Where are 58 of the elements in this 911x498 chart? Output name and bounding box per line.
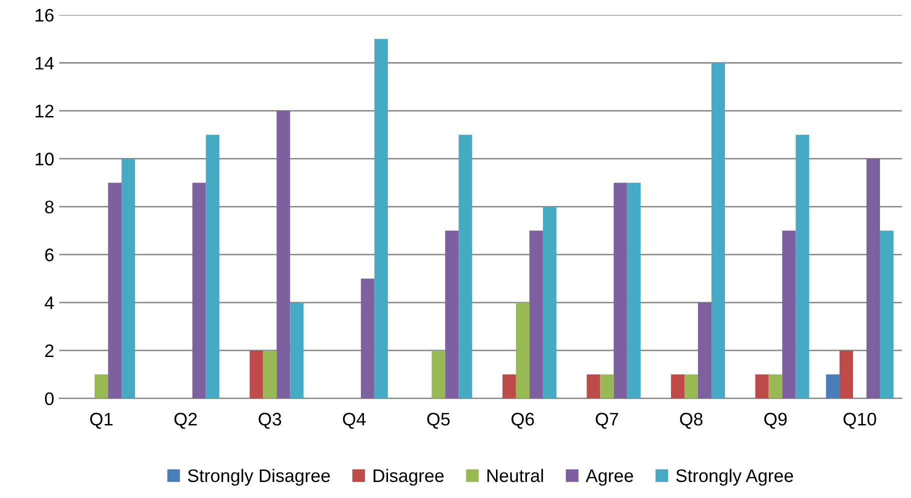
bar [250, 350, 264, 398]
bar [542, 206, 556, 398]
x-tick-label: Q3 [258, 412, 282, 429]
legend-label: Strongly Disagree [188, 468, 330, 486]
bar [529, 230, 543, 398]
x-tick-label: Q9 [764, 412, 787, 429]
bar [698, 302, 712, 398]
bar [516, 302, 530, 398]
y-tick-label: 4 [44, 296, 54, 310]
y-tick-label: 10 [36, 152, 54, 166]
bar [374, 38, 388, 398]
bar [276, 110, 290, 398]
y-tick-label: 14 [36, 56, 54, 70]
bar [445, 230, 459, 398]
bar [502, 374, 516, 398]
bar [600, 374, 614, 398]
bar [684, 374, 698, 398]
bar [94, 374, 108, 398]
bar [880, 230, 894, 398]
bar [108, 182, 122, 398]
x-tick-label: Q10 [844, 412, 876, 429]
bar [586, 374, 600, 398]
y-tick-label: 2 [45, 344, 54, 358]
bar [670, 374, 684, 398]
bar [782, 230, 796, 398]
legend-label: Neutral [487, 468, 543, 482]
x-tick-label: Q6 [512, 412, 534, 429]
y-tick-label: 0 [45, 392, 54, 406]
bar [458, 134, 472, 398]
x-tick-label: Q4 [342, 412, 366, 429]
bar [866, 158, 880, 398]
y-tick-label: 6 [45, 248, 54, 262]
x-tick-label: Q1 [90, 412, 113, 429]
bar [263, 350, 277, 398]
x-tick-label: Q2 [174, 412, 197, 429]
bar [360, 278, 374, 398]
bar [755, 374, 769, 398]
bar [826, 374, 840, 398]
bar [711, 62, 725, 398]
bar [614, 182, 628, 398]
legend-label: Agree [586, 470, 634, 486]
y-tick-label: 8 [45, 200, 54, 214]
bar [122, 158, 136, 398]
legend-label: Strongly Agree [676, 468, 794, 486]
x-tick-label: Q5 [427, 412, 450, 429]
bar [627, 182, 641, 398]
bar [192, 182, 206, 398]
bar [768, 374, 782, 398]
bar [290, 302, 304, 398]
legend-label: Disagree [374, 468, 444, 486]
bar [840, 350, 854, 398]
x-tick-label: Q7 [596, 412, 618, 429]
x-tick-label: Q8 [680, 412, 702, 429]
bar [796, 134, 810, 398]
y-tick-label: 16 [36, 8, 54, 22]
bar [206, 134, 220, 398]
y-tick-label: 12 [36, 104, 54, 118]
bar [432, 350, 446, 398]
